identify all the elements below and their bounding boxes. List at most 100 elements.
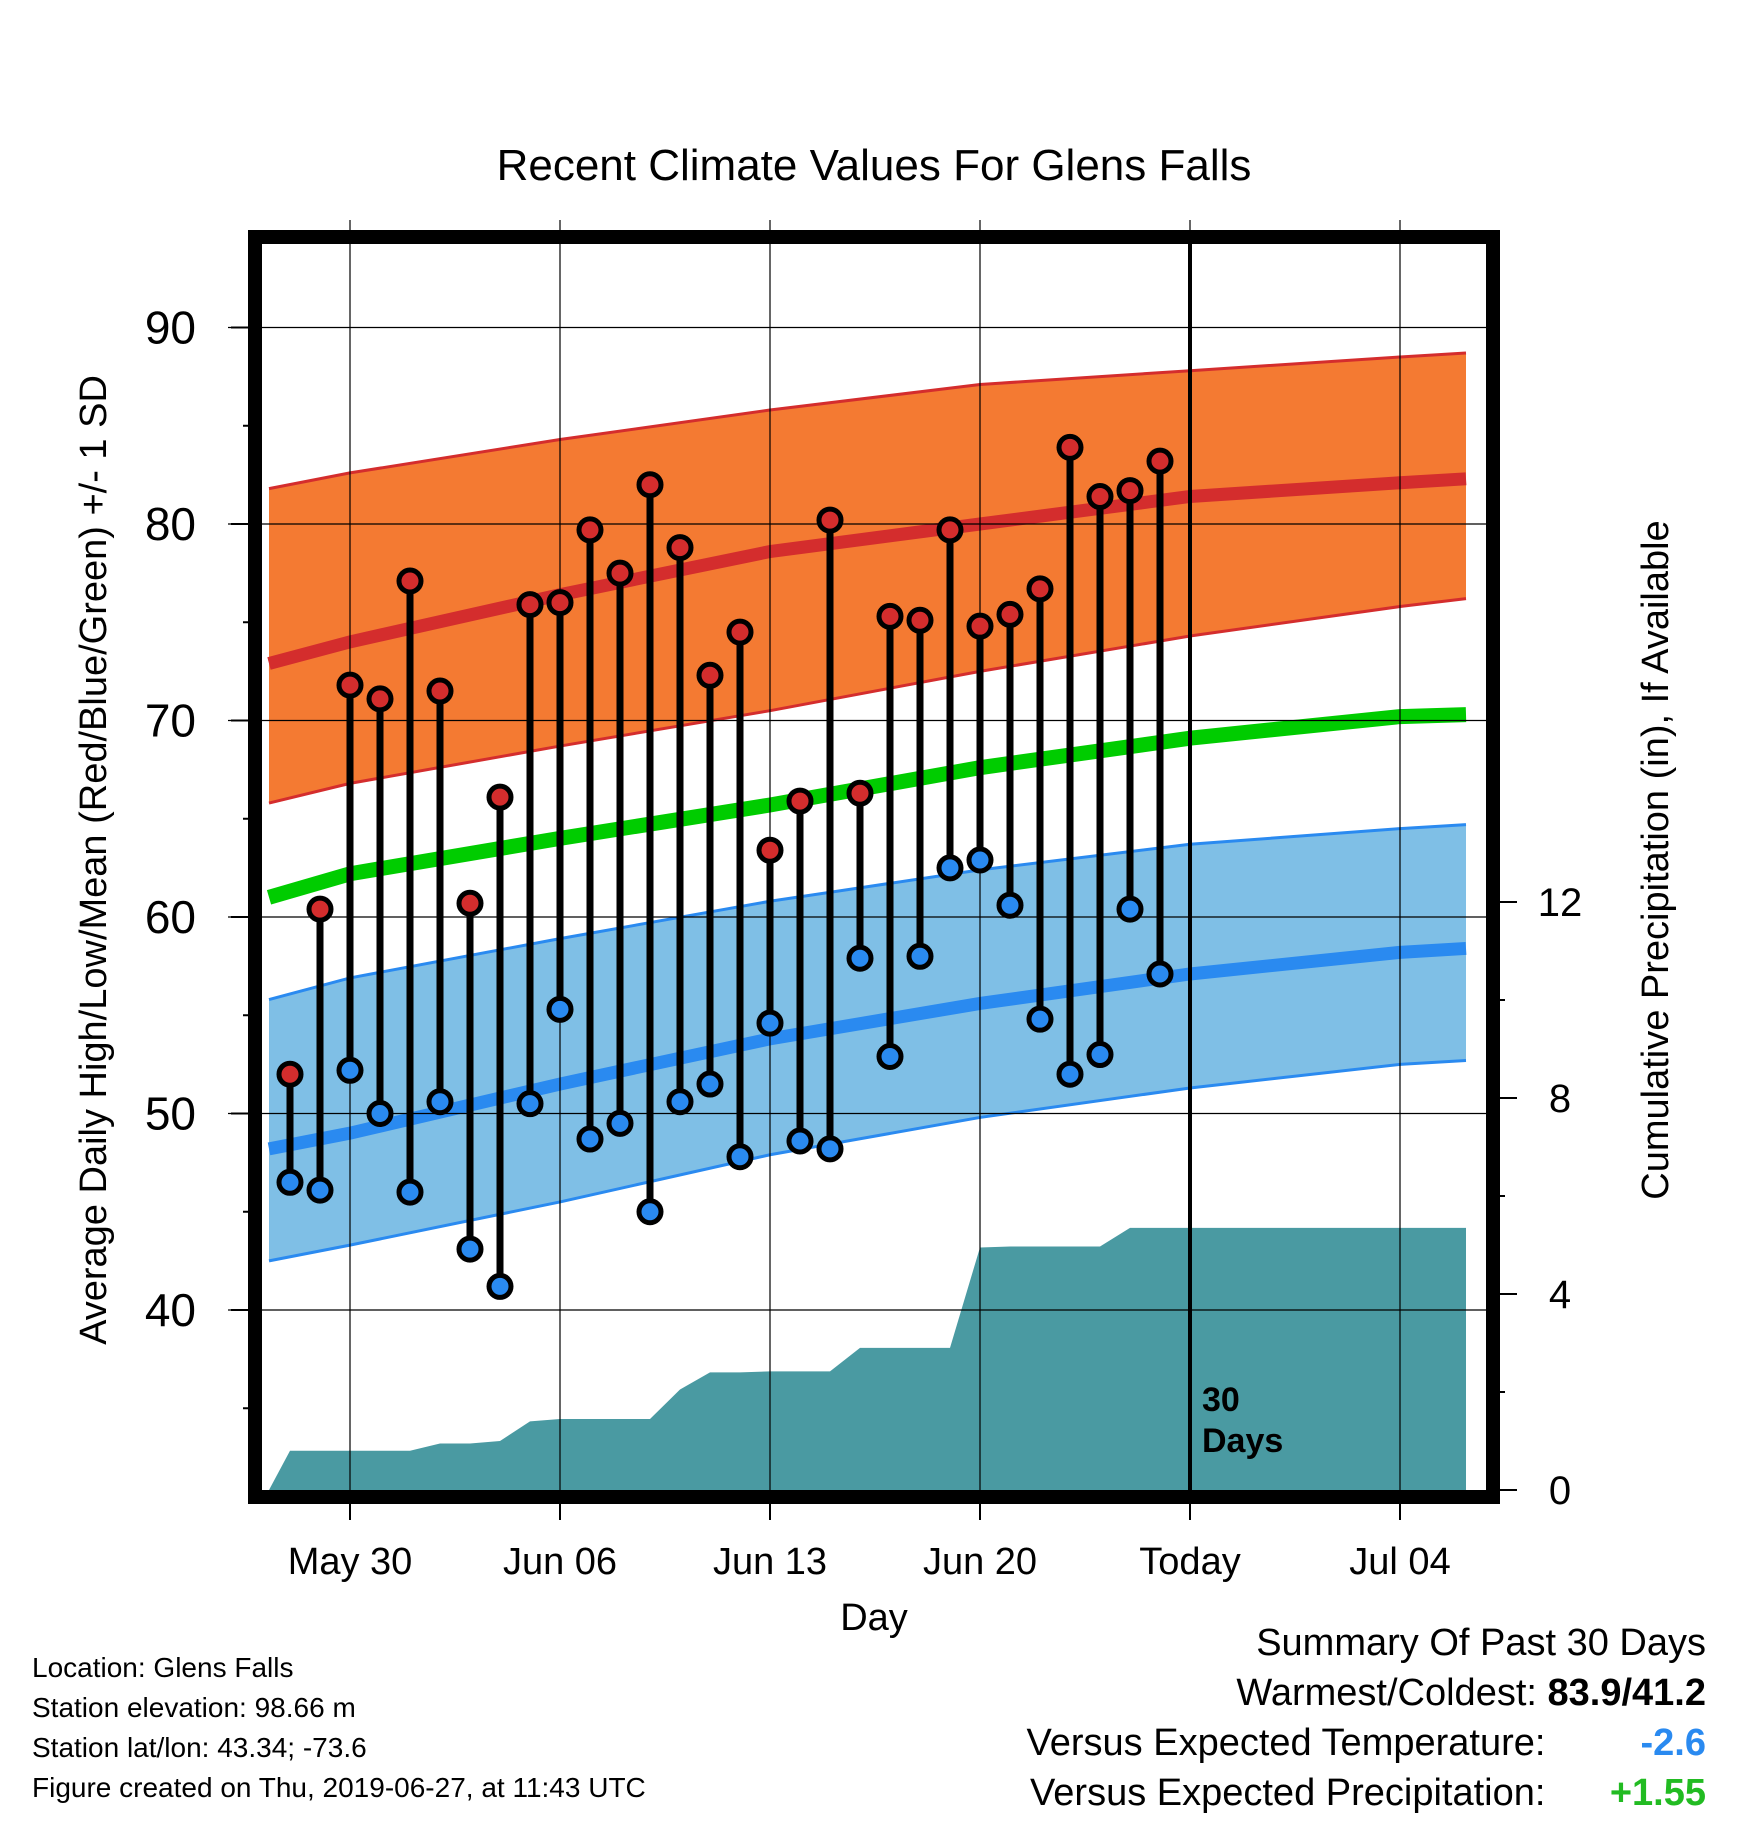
high-point bbox=[486, 783, 514, 811]
high-point bbox=[816, 506, 844, 534]
high-point bbox=[636, 471, 664, 499]
low-point bbox=[1056, 1060, 1084, 1088]
low-point bbox=[636, 1198, 664, 1226]
high-point bbox=[696, 661, 724, 689]
high-point bbox=[756, 836, 784, 864]
x-axis-label: Day bbox=[840, 1597, 908, 1639]
low-point bbox=[846, 944, 874, 972]
low-point bbox=[426, 1088, 454, 1116]
x-tick-label: Jul 04 bbox=[1349, 1541, 1450, 1583]
high-point bbox=[576, 516, 604, 544]
high-point bbox=[666, 534, 694, 562]
low-point bbox=[816, 1135, 844, 1163]
y-tick-label: 70 bbox=[145, 695, 196, 747]
plot-frame bbox=[248, 230, 1500, 1504]
low-point bbox=[666, 1088, 694, 1116]
y-tick-label: 90 bbox=[145, 302, 196, 354]
high-point bbox=[876, 602, 904, 630]
high-point bbox=[336, 671, 364, 699]
high-band-lower-edge bbox=[268, 597, 1467, 805]
high-point bbox=[1116, 477, 1144, 505]
low-point bbox=[1086, 1041, 1114, 1069]
low-point bbox=[906, 942, 934, 970]
precipitation-area bbox=[269, 1227, 1466, 1490]
high-point bbox=[726, 618, 754, 646]
y2-axis-label: Cumulative Precipitation (in), If Availa… bbox=[1635, 520, 1677, 1199]
low-point bbox=[366, 1100, 394, 1127]
y2-tick-label: 8 bbox=[1549, 1077, 1571, 1121]
x-tick-label: Today bbox=[1139, 1541, 1240, 1583]
x-tick-label: Jun 06 bbox=[503, 1541, 617, 1583]
high-point bbox=[846, 779, 874, 807]
high-point bbox=[1146, 447, 1174, 475]
low-point bbox=[516, 1090, 544, 1118]
low-point bbox=[1026, 1005, 1054, 1033]
y-tick-label: 40 bbox=[145, 1284, 196, 1336]
x-tick-label: Jun 13 bbox=[713, 1541, 827, 1583]
high-point bbox=[276, 1060, 304, 1088]
low-point bbox=[786, 1127, 814, 1155]
low-point bbox=[276, 1168, 304, 1196]
summary-temp-label: Versus Expected Temperature: bbox=[1026, 1722, 1546, 1764]
summary-warmest-value: 83.9/41.2 bbox=[1547, 1672, 1706, 1714]
footer-location: Location: Glens Falls bbox=[32, 1652, 294, 1683]
low-normal-band bbox=[269, 824, 1466, 1261]
high-point bbox=[366, 685, 394, 713]
summary-precip-row: Versus Expected Precipitation: +1.55 bbox=[1030, 1774, 1706, 1812]
low-point bbox=[876, 1043, 904, 1071]
summary-temp-row: Versus Expected Temperature: -2.6 bbox=[1027, 1724, 1706, 1762]
high-point bbox=[606, 559, 634, 587]
high-point bbox=[306, 895, 334, 923]
low-point bbox=[456, 1235, 484, 1263]
x-tick-label: Jun 20 bbox=[923, 1541, 1037, 1583]
y2-tick-label: 4 bbox=[1549, 1273, 1571, 1317]
low-point bbox=[546, 995, 574, 1023]
y-tick-label: 80 bbox=[145, 498, 196, 550]
today-days-label: Days bbox=[1202, 1422, 1283, 1460]
low-point bbox=[756, 1009, 784, 1037]
summary-warmest-label: Warmest/Coldest: bbox=[1236, 1672, 1537, 1714]
high-point bbox=[996, 600, 1024, 628]
high-point bbox=[966, 612, 994, 640]
low-point bbox=[1146, 960, 1174, 988]
high-point bbox=[426, 677, 454, 705]
footer-elevation: Station elevation: 98.66 m bbox=[32, 1692, 356, 1723]
y-tick-label: 60 bbox=[145, 891, 196, 943]
summary-temp-value: -2.6 bbox=[1640, 1722, 1706, 1764]
high-point bbox=[546, 589, 574, 617]
high-band-upper-edge bbox=[268, 351, 1467, 491]
y2-tick-label: 0 bbox=[1549, 1469, 1571, 1513]
high-point bbox=[516, 591, 544, 619]
footer-latlon: Station lat/lon: 43.34; -73.6 bbox=[32, 1732, 367, 1763]
summary-precip-label: Versus Expected Precipitation: bbox=[1030, 1772, 1546, 1814]
today-days-count: 30 bbox=[1202, 1381, 1240, 1419]
low-point bbox=[306, 1176, 334, 1204]
high-normal-line bbox=[267, 472, 1467, 670]
low-band-upper-edge bbox=[268, 823, 1467, 1001]
high-point bbox=[1056, 433, 1084, 461]
low-point bbox=[486, 1272, 514, 1300]
low-point bbox=[726, 1143, 754, 1171]
high-point bbox=[456, 889, 484, 917]
y-axis-label: Average Daily High/Low/Mean (Red/Blue/Gr… bbox=[73, 375, 115, 1345]
y2-tick-label: 12 bbox=[1538, 881, 1583, 925]
high-point bbox=[906, 606, 934, 634]
high-point bbox=[396, 567, 424, 595]
chart-title: Recent Climate Values For Glens Falls bbox=[497, 141, 1252, 190]
low-band-lower-edge bbox=[268, 1058, 1467, 1263]
low-point bbox=[936, 854, 964, 882]
low-point bbox=[396, 1178, 424, 1206]
low-point bbox=[996, 891, 1024, 919]
high-point bbox=[936, 516, 964, 544]
low-point bbox=[966, 846, 994, 874]
low-point bbox=[336, 1056, 364, 1084]
summary-precip-value: +1.55 bbox=[1609, 1772, 1706, 1814]
low-point bbox=[576, 1125, 604, 1153]
summary-warmest-row: Warmest/Coldest: 83.9/41.2 bbox=[1236, 1674, 1706, 1712]
low-point bbox=[1116, 895, 1144, 923]
summary-heading: Summary Of Past 30 Days bbox=[1256, 1622, 1706, 1664]
low-point bbox=[696, 1070, 724, 1098]
high-point bbox=[1086, 482, 1114, 510]
